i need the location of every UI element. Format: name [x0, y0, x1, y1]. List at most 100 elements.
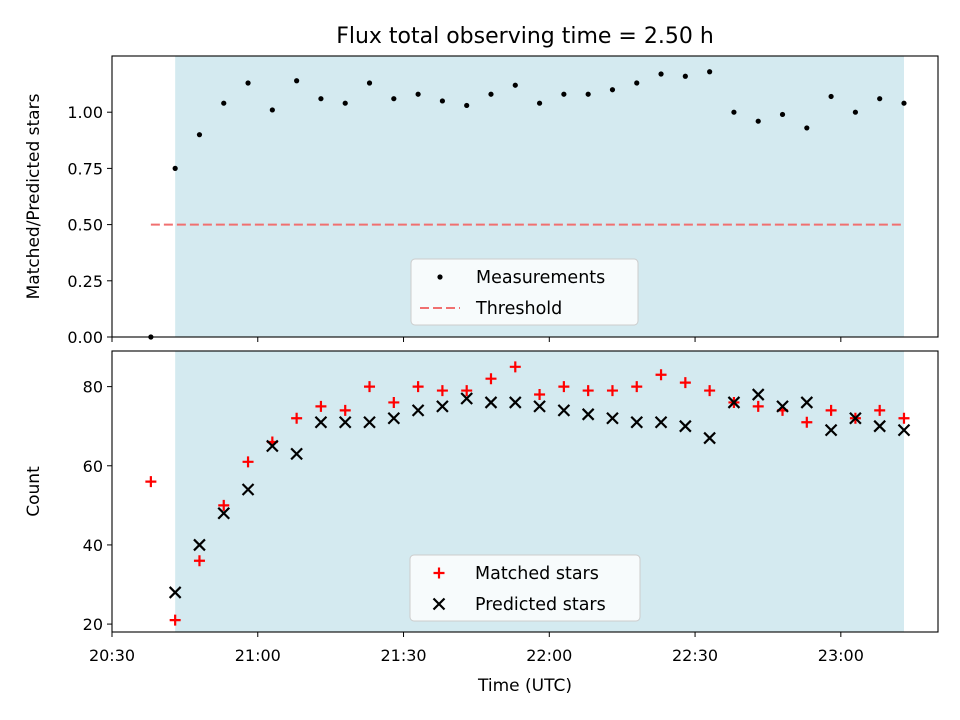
x-tick-label: 21:00	[235, 646, 281, 665]
matched-star-point	[291, 412, 303, 424]
predicted-star-point	[266, 439, 279, 453]
measurement-point	[512, 82, 518, 88]
matched-star-point	[509, 361, 521, 373]
matched-star-point	[485, 373, 497, 385]
predicted-star-point	[411, 404, 425, 417]
legend-entry-label: Matched stars	[475, 564, 599, 584]
y-tick-label: 0.00	[67, 328, 103, 347]
measurement-point	[609, 87, 616, 93]
y-axis-label: Count	[24, 466, 44, 517]
matched-star-point	[558, 381, 570, 393]
y-tick-label: 0.75	[67, 159, 103, 178]
predicted-star-point	[533, 400, 546, 413]
matched-star-point	[898, 412, 910, 424]
measurement-point	[294, 78, 300, 84]
y-tick-label: 20	[83, 615, 103, 634]
matched-star-point	[339, 404, 351, 416]
legend-marker-swatch	[437, 274, 443, 280]
legend-marker-swatch	[432, 597, 446, 611]
measurement-point	[877, 96, 883, 102]
predicted-star-point	[824, 423, 838, 437]
matched-star-point	[169, 614, 181, 626]
y-tick-label: 1.00	[67, 103, 103, 122]
predicted-star-point	[897, 423, 911, 437]
predicted-star-point	[679, 419, 692, 433]
matched-star-point	[582, 385, 594, 397]
matched-star-point	[364, 381, 376, 393]
predicted-star-point	[193, 538, 206, 552]
y-tick-label: 60	[83, 457, 103, 476]
legend-box	[410, 258, 639, 326]
legend: Measurements Threshold	[410, 258, 639, 326]
predicted-star-point	[363, 415, 376, 429]
predicted-star-point	[436, 400, 449, 413]
predicted-star-point	[241, 483, 255, 496]
legend-entry-label: Predicted stars	[475, 595, 606, 615]
predicted-star-point	[751, 388, 765, 401]
bottom-panel-plot: 20 40 60 80 20:30 21:00 21:30 22:00 22:30 23:00 Co…	[24, 350, 939, 665]
predicted-star-point	[460, 392, 473, 405]
predicted-star-point	[314, 415, 328, 429]
matched-star-point	[242, 456, 254, 468]
chart-title: Flux total observing time = 2.50 h	[336, 24, 714, 49]
y-tick-label: 40	[83, 536, 103, 555]
matched-star-point	[825, 404, 837, 416]
measurement-point	[561, 91, 567, 97]
measurement-point	[731, 109, 737, 115]
matched-star-point	[388, 396, 400, 408]
predicted-star-point	[387, 412, 401, 425]
measurement-point	[804, 125, 810, 131]
x-tick-label: 23:00	[818, 646, 864, 665]
legend-box	[409, 554, 641, 622]
predicted-star-point	[484, 396, 498, 409]
matched-star-point	[631, 381, 643, 393]
measurement-point	[828, 93, 834, 100]
predicted-star-point	[800, 396, 814, 409]
y-tick-label: 80	[83, 378, 103, 397]
measurement-point	[391, 96, 397, 102]
matched-star-point	[655, 369, 667, 381]
measurement-point	[342, 100, 348, 106]
x-tick-label: 22:30	[672, 646, 718, 665]
matched-star-point	[679, 377, 691, 389]
matched-star-point	[606, 385, 618, 397]
measurement-point	[439, 98, 445, 104]
predicted-star-point	[338, 415, 352, 429]
predicted-star-point	[581, 408, 595, 421]
measurement-point	[366, 80, 373, 86]
measurement-point	[707, 69, 713, 75]
measurement-point	[196, 132, 203, 138]
predicted-star-point	[654, 415, 668, 429]
measurement-point	[269, 107, 275, 113]
measurement-point	[221, 100, 227, 106]
matched-star-point	[704, 385, 716, 397]
axes-frame	[111, 55, 939, 338]
predicted-star-point	[606, 412, 619, 425]
predicted-star-point	[509, 396, 522, 409]
predicted-star-point	[557, 404, 571, 417]
matched-star-point	[534, 389, 546, 401]
x-tick-label: 21:30	[380, 646, 426, 665]
measurement-point	[536, 100, 543, 106]
measurement-point	[318, 96, 324, 102]
predicted-star-point	[703, 431, 716, 445]
matched-star-point	[436, 385, 448, 397]
matched-star-point	[801, 416, 813, 428]
measurement-point	[682, 73, 688, 79]
predicted-star-point	[630, 415, 644, 429]
y-tick-label: 0.25	[67, 272, 103, 291]
matched-star-point	[315, 400, 327, 412]
matched-star-point	[145, 476, 157, 488]
measurement-point	[779, 111, 786, 118]
measurement-point	[415, 91, 421, 97]
y-tick-label: 0.50	[67, 216, 103, 235]
predicted-star-point	[290, 447, 303, 461]
predicted-star-point	[168, 586, 182, 599]
matched-star-point	[461, 385, 473, 397]
measurement-point	[245, 80, 251, 86]
predicted-star-point	[849, 412, 862, 425]
legend-entry-label: Measurements	[476, 268, 605, 288]
matched-star-point	[412, 381, 424, 393]
measurement-point	[852, 109, 859, 115]
